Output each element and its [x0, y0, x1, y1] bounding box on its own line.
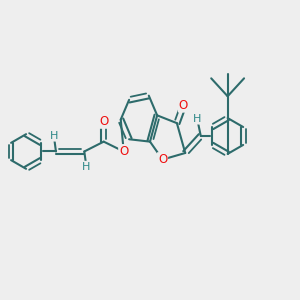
Text: O: O	[119, 145, 128, 158]
Text: O: O	[158, 153, 167, 166]
Text: H: H	[50, 131, 58, 141]
Text: H: H	[82, 162, 91, 172]
Text: O: O	[99, 115, 108, 128]
Text: O: O	[179, 99, 188, 112]
Text: H: H	[193, 114, 201, 124]
